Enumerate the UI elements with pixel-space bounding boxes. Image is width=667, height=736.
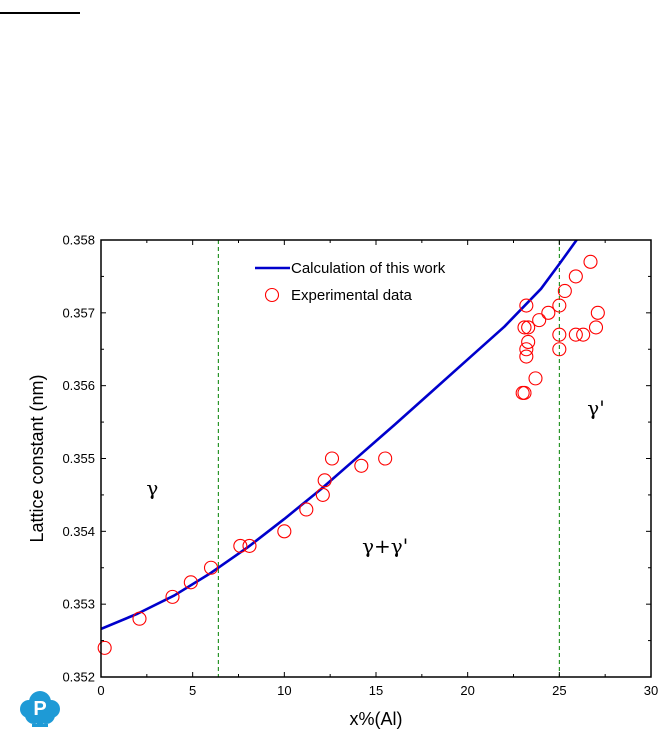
- phase-label-2: γ': [587, 396, 604, 420]
- calculation-curve-layer: [101, 240, 579, 631]
- experimental-points-layer: [97, 254, 605, 655]
- y-axis-title: Lattice constant (nm): [27, 374, 47, 542]
- experimental-point: [568, 269, 583, 284]
- experimental-point: [557, 283, 572, 299]
- x-tick-label: 15: [369, 683, 383, 698]
- experimental-point: [568, 327, 583, 342]
- experimental-point: [517, 320, 532, 335]
- phase-boundary-lines: [217, 240, 560, 677]
- experimental-point: [541, 305, 556, 320]
- experimental-point: [317, 473, 332, 488]
- experimental-point: [299, 502, 314, 517]
- experimental-point: [354, 458, 369, 473]
- plot-frame: [100, 239, 652, 678]
- x-axis-title: x%(Al): [350, 709, 403, 729]
- experimental-point: [183, 575, 198, 590]
- logo-stem: [37, 718, 43, 726]
- x-tick-label: 5: [189, 683, 196, 698]
- y-tick-label: 0.357: [62, 305, 95, 320]
- experimental-point: [552, 327, 567, 342]
- experimental-point: [519, 298, 534, 313]
- legend-label-calculation: Calculation of this work: [291, 260, 446, 277]
- y-tick-label: 0.355: [62, 451, 95, 466]
- calculation-curve: [101, 240, 579, 631]
- phase-label-0: γ: [146, 476, 158, 500]
- y-tick-label: 0.358: [62, 233, 95, 248]
- experimental-point: [528, 371, 543, 386]
- experimental-point: [519, 349, 534, 364]
- experimental-point: [315, 487, 330, 502]
- experimental-point: [132, 611, 147, 626]
- experimental-point: [583, 254, 598, 269]
- experimental-point: [165, 589, 180, 604]
- experimental-point: [521, 334, 536, 350]
- logo-letter: P: [33, 698, 46, 720]
- experimental-point: [521, 320, 536, 335]
- experimental-point: [519, 342, 534, 357]
- experimental-point: [242, 538, 257, 553]
- experimental-point: [576, 327, 591, 342]
- logo-cloud-shape: [20, 691, 60, 727]
- y-tick-label: 0.354: [62, 524, 95, 539]
- experimental-point: [233, 538, 248, 553]
- top-rule-decoration: [0, 12, 80, 14]
- legend-label-experimental: Experimental data: [291, 287, 413, 304]
- x-tick-label: 10: [277, 683, 291, 698]
- x-tick-label: 20: [460, 683, 474, 698]
- axis-ticks: 0 5 10 15 20 25 30 0.352 0.353 0.354 0.355 0.356 0.3…: [62, 233, 658, 699]
- experimental-point: [588, 320, 604, 335]
- experimental-point: [590, 305, 605, 320]
- x-tick-label: 30: [644, 683, 658, 698]
- experimental-point: [532, 313, 547, 328]
- y-tick-label: 0.353: [62, 597, 95, 612]
- phase-region-labels: γ γ+γ' γ': [146, 396, 604, 558]
- company-logo-icon: P: [20, 691, 60, 727]
- experimental-point: [517, 385, 532, 401]
- legend: Calculation of this work Experimental da…: [255, 260, 446, 304]
- y-tick-label: 0.352: [62, 670, 95, 685]
- experimental-point: [552, 298, 567, 313]
- experimental-point: [97, 640, 112, 655]
- phase-label-1: γ+γ': [362, 534, 408, 558]
- x-tick-label: 0: [97, 683, 104, 698]
- x-tick-label: 25: [552, 683, 566, 698]
- experimental-point: [552, 342, 567, 357]
- experimental-point: [324, 451, 340, 466]
- experimental-point: [277, 524, 292, 539]
- y-tick-label: 0.356: [62, 378, 95, 393]
- experimental-point: [378, 451, 393, 466]
- experimental-point: [203, 560, 219, 575]
- logo-base: [32, 724, 48, 727]
- legend-marker-swatch: [264, 287, 280, 303]
